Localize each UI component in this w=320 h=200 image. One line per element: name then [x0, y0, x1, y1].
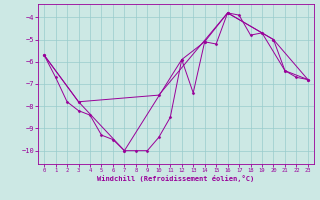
X-axis label: Windchill (Refroidissement éolien,°C): Windchill (Refroidissement éolien,°C) [97, 175, 255, 182]
